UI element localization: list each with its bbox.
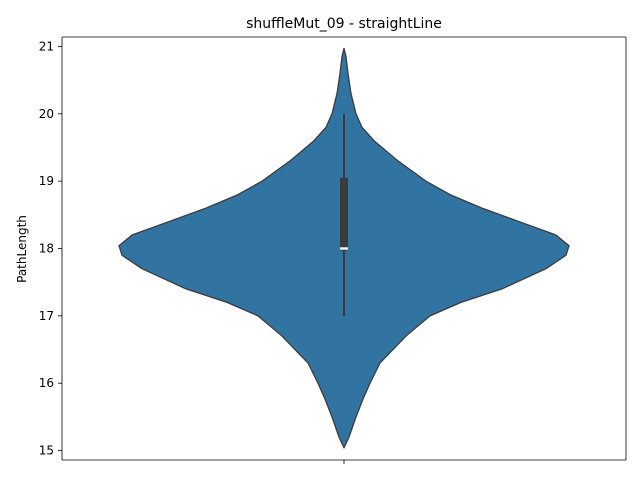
iqr-box (340, 177, 348, 251)
y-tick-label: 18 (39, 242, 54, 256)
y-tick-label: 16 (39, 376, 54, 390)
axes-layer: 15 16 17 18 19 20 21 (39, 36, 627, 464)
chart-title: shuffleMut_09 - straightLine (246, 16, 442, 32)
y-axis-label: PathLength (15, 215, 29, 283)
y-tick-label: 19 (39, 174, 54, 188)
y-tick-label: 21 (39, 39, 54, 53)
median-marker (340, 247, 348, 250)
y-tick-label: 17 (39, 309, 54, 323)
y-tick-label: 15 (39, 444, 54, 458)
y-tick-label: 20 (39, 107, 54, 121)
box-layer (340, 113, 348, 316)
